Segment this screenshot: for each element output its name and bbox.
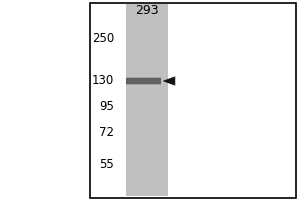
Polygon shape [164,77,175,85]
Bar [90,3,296,198]
Text: 293: 293 [135,4,159,18]
Text: 250: 250 [92,31,114,45]
Text: 95: 95 [99,100,114,114]
Text: 55: 55 [99,158,114,171]
Bar [126,77,160,85]
Text: 130: 130 [92,74,114,88]
Text: 72: 72 [99,127,114,140]
Bar [126,78,160,84]
Bar [126,4,168,196]
